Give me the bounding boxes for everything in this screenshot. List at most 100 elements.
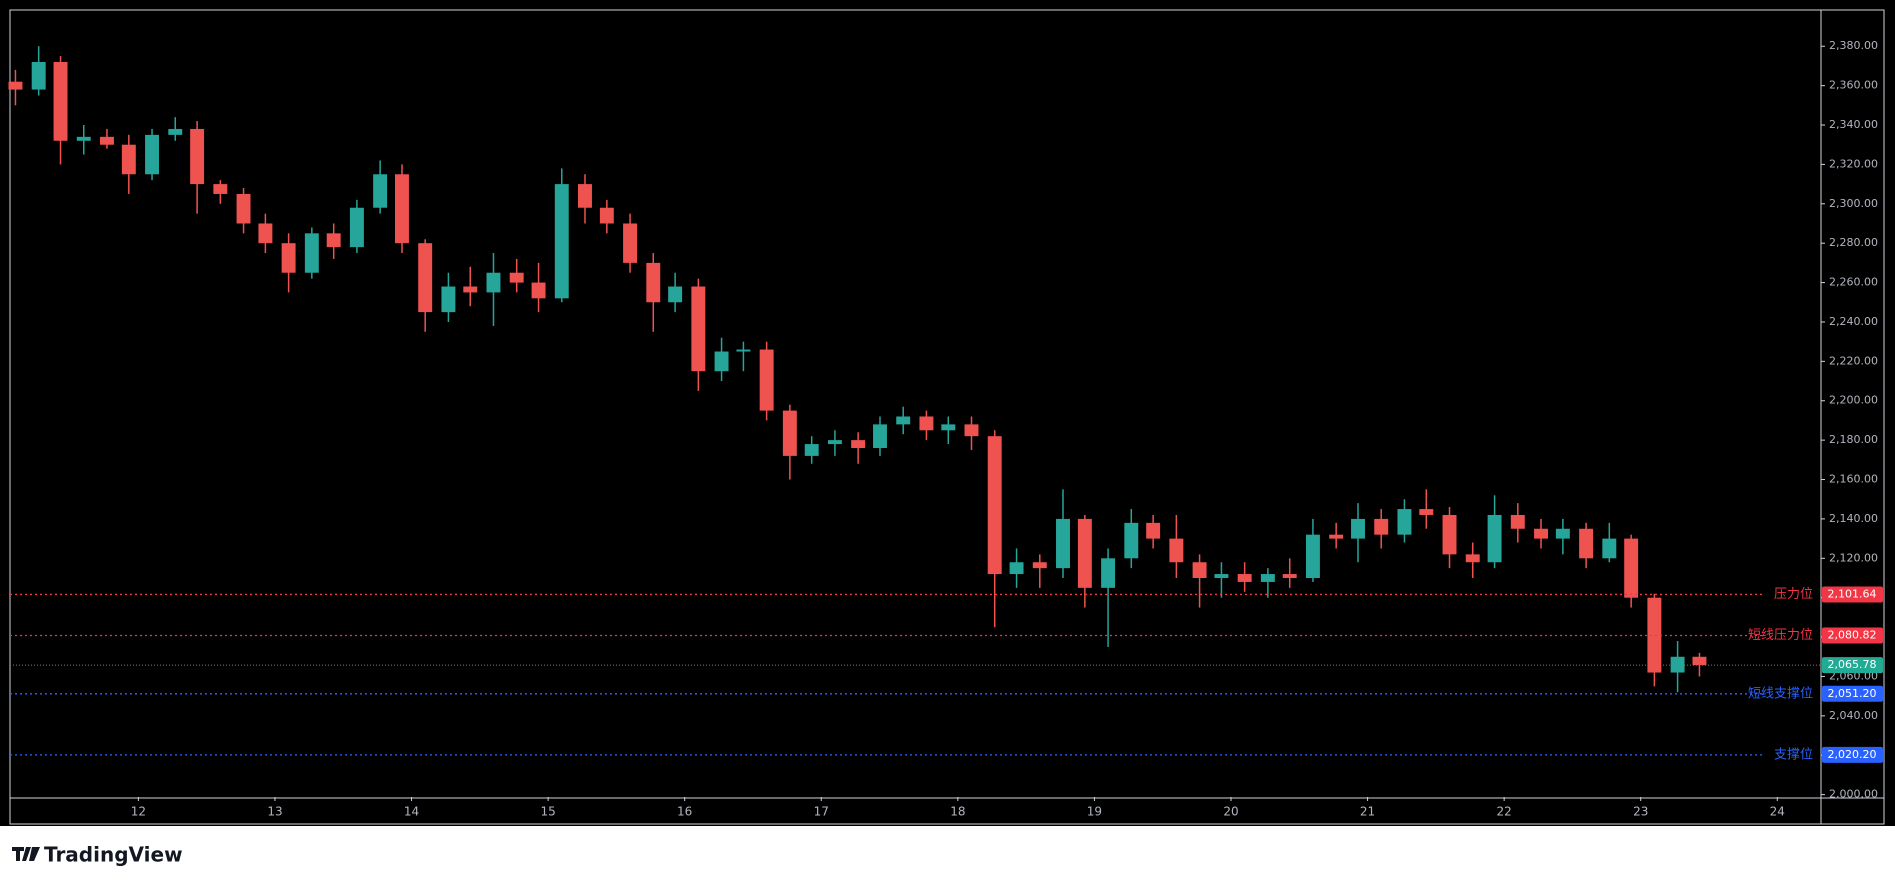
candle-body [1351, 518, 1365, 539]
candle-body [1510, 514, 1525, 529]
candle-body [851, 440, 866, 449]
level-tag [1822, 685, 1883, 702]
level-tag [1822, 586, 1883, 603]
candle-body [1305, 534, 1320, 578]
candle-body [714, 351, 729, 372]
candle-body [736, 349, 751, 352]
x-tick-label: 23 [1633, 805, 1648, 819]
x-tick-label: 18 [950, 805, 965, 819]
candle-body [486, 272, 501, 293]
candle-body [554, 184, 569, 299]
candle-body [1442, 514, 1457, 555]
level-value: 2,080.82 [1828, 628, 1877, 641]
y-tick-label: 2,300.00 [1829, 197, 1878, 210]
level-name: 压力位 [1774, 587, 1813, 602]
candle-body [395, 174, 409, 244]
x-tick-label: 12 [131, 805, 146, 819]
candle-body [1009, 562, 1024, 575]
candle-body [1374, 518, 1389, 535]
chart-frame [9, 9, 1885, 825]
candle-body [1579, 528, 1594, 559]
y-tick-label: 2,160.00 [1829, 473, 1878, 486]
candle-body [1419, 509, 1434, 515]
candle-body [964, 424, 979, 437]
level-name: 支撑位 [1774, 747, 1813, 762]
y-tick-label: 2,320.00 [1829, 157, 1878, 170]
y-tick-label: 2,200.00 [1829, 394, 1878, 407]
candle-body [1032, 562, 1047, 569]
y-tick-label: 2,140.00 [1829, 512, 1878, 525]
candle-body [941, 424, 956, 431]
candle-body [100, 136, 114, 145]
candle-body [531, 282, 546, 299]
logo: TradingView [12, 843, 183, 867]
level-value: 2,051.20 [1828, 687, 1877, 700]
chart-background [0, 0, 1895, 826]
candle-body [1647, 597, 1662, 673]
candle-body [782, 410, 797, 456]
candle-body [373, 174, 388, 208]
y-tick-label: 2,280.00 [1829, 236, 1878, 249]
x-tick-label: 14 [404, 805, 419, 819]
candle-body [1624, 538, 1639, 598]
x-tick-label: 16 [677, 805, 692, 819]
candle-body [1397, 509, 1412, 535]
y-tick-label: 2,180.00 [1829, 433, 1878, 446]
candle-body [418, 243, 433, 313]
candle-body [258, 223, 273, 244]
candle-body [190, 128, 205, 185]
candle-body [1555, 528, 1570, 539]
candle-body [145, 134, 160, 175]
y-tick-label: 2,260.00 [1829, 276, 1878, 289]
logo-text: TradingView [44, 843, 183, 867]
candle-body [987, 436, 1002, 575]
candle-body [1169, 538, 1184, 563]
candle-body [463, 286, 478, 293]
x-tick-label: 21 [1360, 805, 1375, 819]
y-tick-label: 2,360.00 [1829, 79, 1878, 92]
candle-body [759, 349, 774, 411]
x-tick-label: 15 [540, 805, 555, 819]
candle-body [1101, 558, 1116, 588]
candle-body [236, 193, 251, 224]
x-tick-label: 17 [814, 805, 829, 819]
candle-body [1192, 562, 1207, 578]
x-tick-label: 20 [1223, 805, 1238, 819]
level-value: 2,101.64 [1828, 587, 1877, 600]
candle-body [509, 272, 524, 283]
candle-body [441, 286, 456, 313]
candle-body [1282, 574, 1297, 578]
candle-body [804, 444, 819, 456]
level-value: 2,020.20 [1828, 748, 1877, 761]
candle-body [1124, 522, 1139, 559]
candle-body [896, 416, 911, 425]
candle-body [1692, 656, 1707, 666]
candle-body [31, 61, 46, 90]
x-tick-label: 13 [267, 805, 282, 819]
candle-body [668, 286, 683, 303]
logo-icon [12, 847, 40, 861]
y-tick-label: 2,120.00 [1829, 551, 1878, 564]
level-tag [1822, 746, 1883, 763]
level-name: 短线支撑位 [1748, 686, 1813, 701]
candle-body [213, 184, 228, 194]
y-tick-label: 2,220.00 [1829, 354, 1878, 367]
candle-body [53, 61, 68, 141]
candle-body [1260, 574, 1275, 582]
candle-body [8, 81, 23, 90]
last-price-value: 2,065.78 [1828, 658, 1877, 671]
candle-body [1056, 518, 1070, 569]
candle-body [1487, 514, 1502, 563]
candle-body [578, 184, 592, 208]
candle-body [1670, 656, 1685, 673]
candle-body [1602, 538, 1617, 559]
level-name: 短线压力位 [1748, 628, 1813, 643]
level-tag [1822, 627, 1883, 644]
candle-body [919, 416, 934, 431]
candle-body [121, 144, 136, 175]
candle-body [1465, 554, 1480, 563]
axes: 2,000.002,020.002,040.002,060.002,080.00… [131, 39, 1883, 819]
